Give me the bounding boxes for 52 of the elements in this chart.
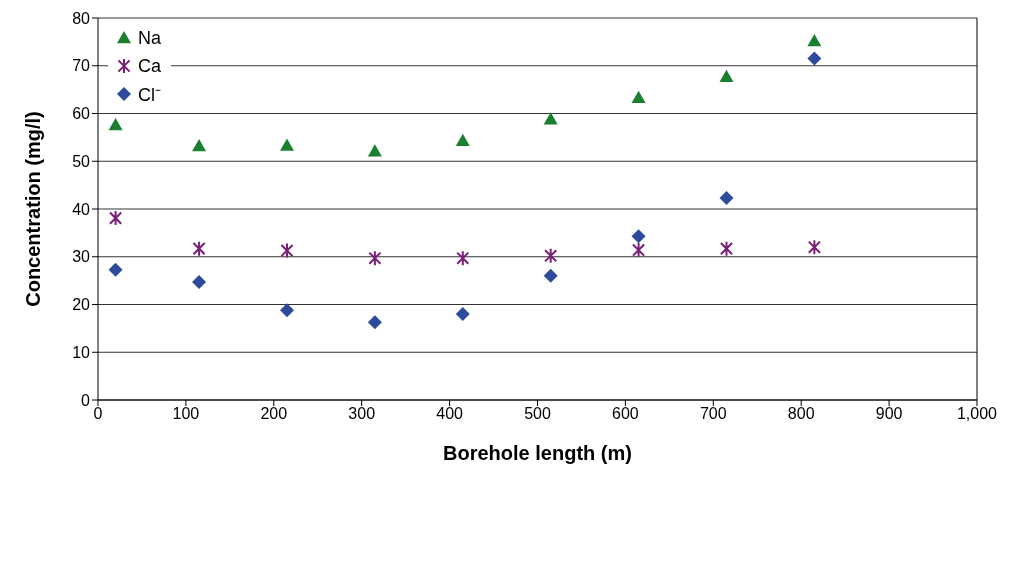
x-tick-label: 100 [172,405,200,423]
x-axis-title: Borehole length (m) [443,442,632,464]
point [807,51,822,66]
point [108,117,123,131]
point [719,191,734,206]
point [455,307,470,322]
point [543,112,558,125]
point [455,133,470,146]
point [280,242,294,259]
x-tick-label: 700 [699,405,727,423]
point [807,239,821,256]
legend-label: Cl⁻ [138,84,161,106]
point [367,315,382,330]
point [192,240,206,257]
legend-label: Ca [138,55,162,77]
point [544,247,558,264]
point [192,275,207,290]
x-tick-label: 500 [524,405,551,423]
y-tick-label: 20 [72,296,91,314]
point [368,250,382,267]
y-tick-label: 40 [72,200,91,218]
y-tick-label: 80 [72,9,91,27]
point [192,138,207,152]
point [631,242,646,259]
point [719,69,734,82]
point [279,303,294,318]
y-tick-label: 0 [81,391,91,409]
point [719,240,734,257]
y-tick-label: 70 [72,57,91,75]
point [631,229,646,244]
y-tick-label: 60 [72,105,91,123]
point [543,268,558,283]
x-tick-label: 0 [93,405,103,423]
x-tick-label: 600 [612,405,639,423]
point [279,138,294,151]
y-axis-title: Concentration (mg/l) [22,111,45,307]
point [456,250,470,267]
x-tick-label: 300 [348,405,376,423]
point [108,210,123,227]
x-tick-label: 900 [875,405,903,423]
y-tick-label: 50 [72,152,91,170]
legend-label: Na [138,27,162,49]
point [631,90,646,103]
point [807,33,822,47]
x-tick-label: 200 [260,405,288,423]
y-tick-label: 10 [72,343,91,361]
x-tick-label: 1,000 [956,405,998,423]
x-tick-label: 800 [787,405,815,423]
point [367,144,382,157]
x-tick-label: 400 [436,405,464,423]
point [108,262,123,277]
y-tick-label: 30 [72,248,91,266]
